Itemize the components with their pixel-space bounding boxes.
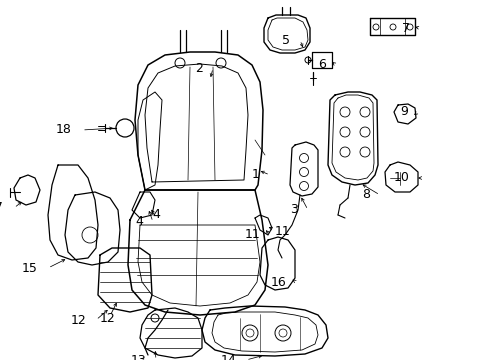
Text: 3: 3 [289, 203, 297, 216]
Text: 9: 9 [399, 105, 407, 118]
Text: 5: 5 [282, 33, 289, 46]
Text: 11: 11 [244, 229, 260, 242]
Text: 11: 11 [274, 225, 290, 238]
Text: 6: 6 [318, 58, 325, 72]
Text: 1: 1 [252, 168, 260, 181]
Text: 12: 12 [100, 311, 116, 324]
Text: 10: 10 [393, 171, 409, 184]
Text: 17: 17 [0, 202, 4, 215]
Text: 4: 4 [152, 208, 160, 221]
Text: 16: 16 [270, 275, 285, 288]
Text: 12: 12 [70, 314, 86, 327]
Text: 2: 2 [195, 62, 203, 75]
Text: 7: 7 [401, 22, 409, 35]
Text: 14: 14 [220, 354, 236, 360]
Text: 15: 15 [22, 261, 38, 274]
Text: 4: 4 [135, 216, 142, 229]
Text: 13: 13 [130, 354, 146, 360]
Text: 8: 8 [361, 189, 369, 202]
Text: 18: 18 [56, 123, 72, 136]
